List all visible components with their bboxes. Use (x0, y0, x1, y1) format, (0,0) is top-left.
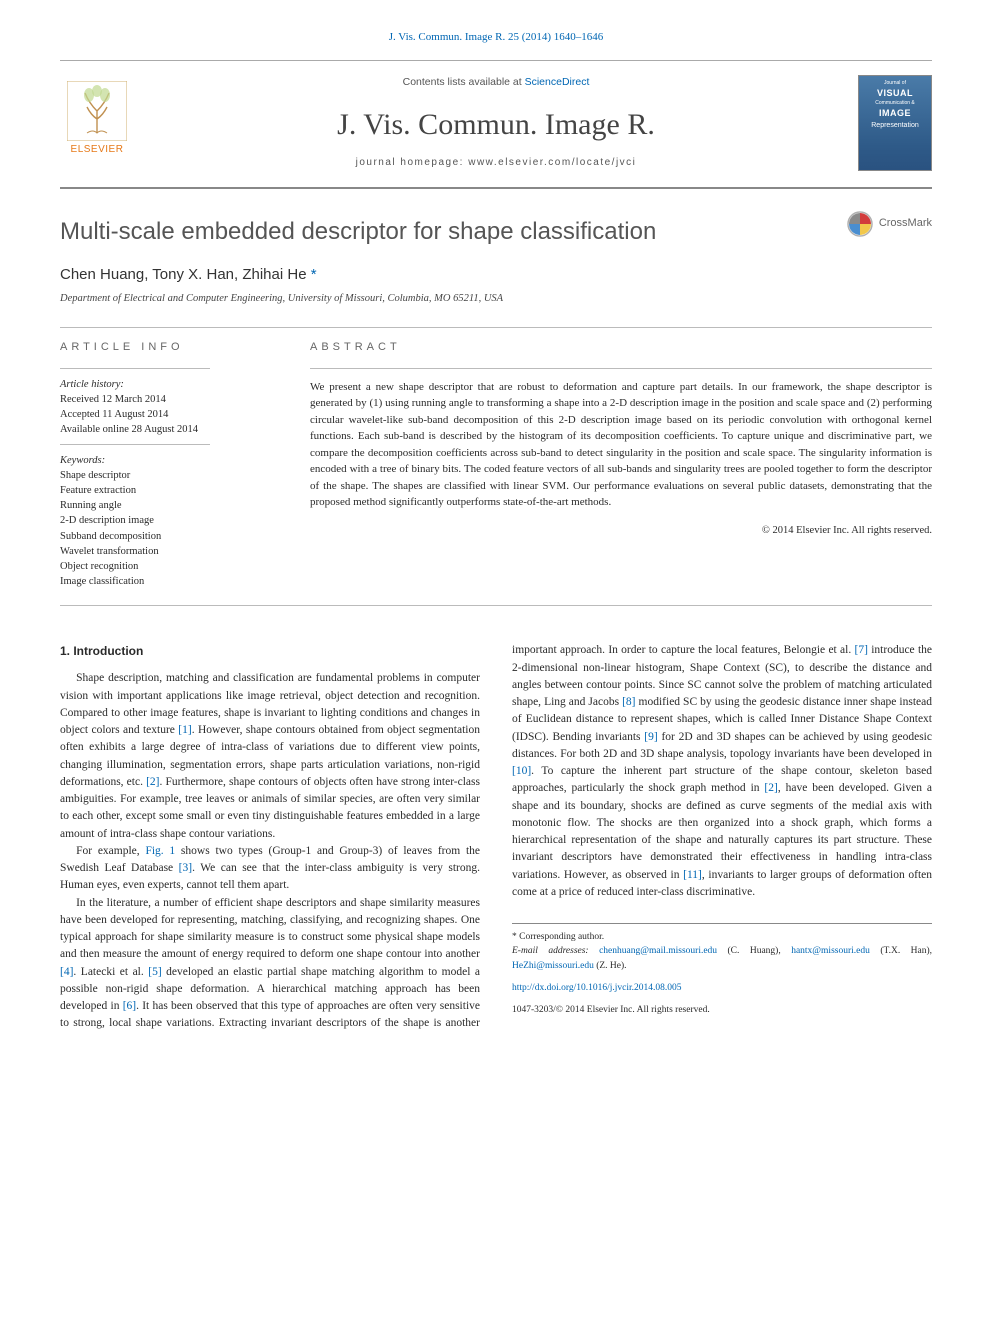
journal-cover-thumbnail: Journal of VISUAL Communication & IMAGE … (858, 75, 932, 171)
citation-link[interactable]: [4] (60, 966, 73, 978)
keyword-item: Running angle (60, 498, 250, 513)
article-title: Multi-scale embedded descriptor for shap… (60, 215, 932, 250)
citation-link[interactable]: [2] (764, 782, 777, 794)
issn-copyright-line: 1047-3203/© 2014 Elsevier Inc. All right… (512, 1003, 932, 1017)
section-heading-introduction: 1. Introduction (60, 642, 480, 660)
keyword-item: 2-D description image (60, 513, 250, 528)
email-author-1: (C. Huang), (717, 946, 791, 956)
citation-link[interactable]: [11] (683, 869, 702, 881)
author-email-link[interactable]: hantx@missouri.edu (791, 946, 870, 956)
intro-paragraph-1: Shape description, matching and classifi… (60, 670, 480, 843)
elsevier-tree-icon (67, 81, 127, 141)
publisher-logo-text: ELSEVIER (71, 143, 124, 158)
citation-link[interactable]: [8] (622, 696, 635, 708)
intro-paragraph-2: For example, Fig. 1 shows two types (Gro… (60, 843, 480, 895)
keywords-label: Keywords: (60, 453, 250, 468)
running-head-citation: J. Vis. Commun. Image R. 25 (2014) 1640–… (60, 30, 932, 46)
contents-lists-line: Contents lists available at ScienceDirec… (154, 75, 838, 90)
author-email-link[interactable]: chenhuang@mail.missouri.edu (599, 946, 717, 956)
keyword-item: Object recognition (60, 559, 250, 574)
citation-link[interactable]: [9] (644, 731, 657, 743)
cover-line2: IMAGE (879, 107, 911, 120)
author-affiliation: Department of Electrical and Computer En… (60, 291, 932, 306)
crossmark-label: CrossMark (879, 216, 932, 232)
citation-link[interactable]: [1] (178, 724, 191, 736)
article-info-heading: article info (60, 340, 250, 356)
abstract-column: abstract We present a new shape descript… (310, 340, 932, 590)
info-bottom-rule (60, 605, 932, 606)
journal-homepage-url[interactable]: www.elsevier.com/locate/jvci (468, 157, 636, 168)
abstract-copyright: © 2014 Elsevier Inc. All rights reserved… (310, 523, 932, 538)
publisher-logo: ELSEVIER (60, 81, 134, 165)
email-author-3: (Z. He). (594, 961, 627, 971)
abstract-heading: abstract (310, 340, 932, 356)
keyword-item: Wavelet transformation (60, 544, 250, 559)
article-footnotes: * Corresponding author. E-mail addresses… (512, 923, 932, 1017)
email-label: E-mail addresses: (512, 946, 589, 956)
homepage-prefix: journal homepage: (356, 157, 469, 168)
article-history-label: Article history: (60, 377, 250, 392)
keyword-item: Image classification (60, 574, 250, 589)
citation-link[interactable]: [3] (179, 862, 192, 874)
keyword-item: Subband decomposition (60, 529, 250, 544)
citation-link[interactable]: [2] (146, 776, 159, 788)
crossmark-badge[interactable]: CrossMark (847, 211, 932, 237)
keyword-item: Feature extraction (60, 483, 250, 498)
journal-homepage-line: journal homepage: www.elsevier.com/locat… (154, 156, 838, 171)
article-info-column: article info Article history: Received 1… (60, 340, 270, 590)
email-author-2: (T.X. Han), (870, 946, 932, 956)
citation-link[interactable]: [7] (855, 644, 868, 656)
author-email-link[interactable]: HeZhi@missouri.edu (512, 961, 594, 971)
abstract-text: We present a new shape descriptor that a… (310, 379, 932, 511)
crossmark-icon (847, 211, 873, 237)
doi-link[interactable]: http://dx.doi.org/10.1016/j.jvcir.2014.0… (512, 983, 682, 993)
figure-link[interactable]: Fig. 1 (145, 845, 175, 857)
author-list: Chen Huang, Tony X. Han, Zhihai He * (60, 264, 932, 286)
history-accepted: Accepted 11 August 2014 (60, 407, 250, 422)
sciencedirect-link[interactable]: ScienceDirect (525, 76, 590, 88)
history-online: Available online 28 August 2014 (60, 422, 250, 437)
corresponding-author-note: * Corresponding author. (512, 930, 932, 944)
lists-prefix: Contents lists available at (403, 76, 525, 88)
keyword-item: Shape descriptor (60, 468, 250, 483)
article-info-abstract-row: article info Article history: Received 1… (60, 327, 932, 590)
article-body-columns: 1. Introduction Shape description, match… (60, 642, 932, 1032)
citation-link[interactable]: [10] (512, 765, 531, 777)
email-addresses-line: E-mail addresses: chenhuang@mail.missour… (512, 944, 932, 973)
journal-name: J. Vis. Commun. Image R. (154, 103, 838, 147)
authors-text: Chen Huang, Tony X. Han, Zhihai He (60, 266, 307, 283)
corresponding-marker[interactable]: * (307, 266, 317, 283)
citation-link[interactable]: [6] (123, 1000, 136, 1012)
cover-line1: VISUAL (877, 87, 913, 100)
journal-masthead: ELSEVIER Contents lists available at Sci… (60, 60, 932, 189)
citation-link[interactable]: [5] (148, 966, 161, 978)
history-received: Received 12 March 2014 (60, 392, 250, 407)
